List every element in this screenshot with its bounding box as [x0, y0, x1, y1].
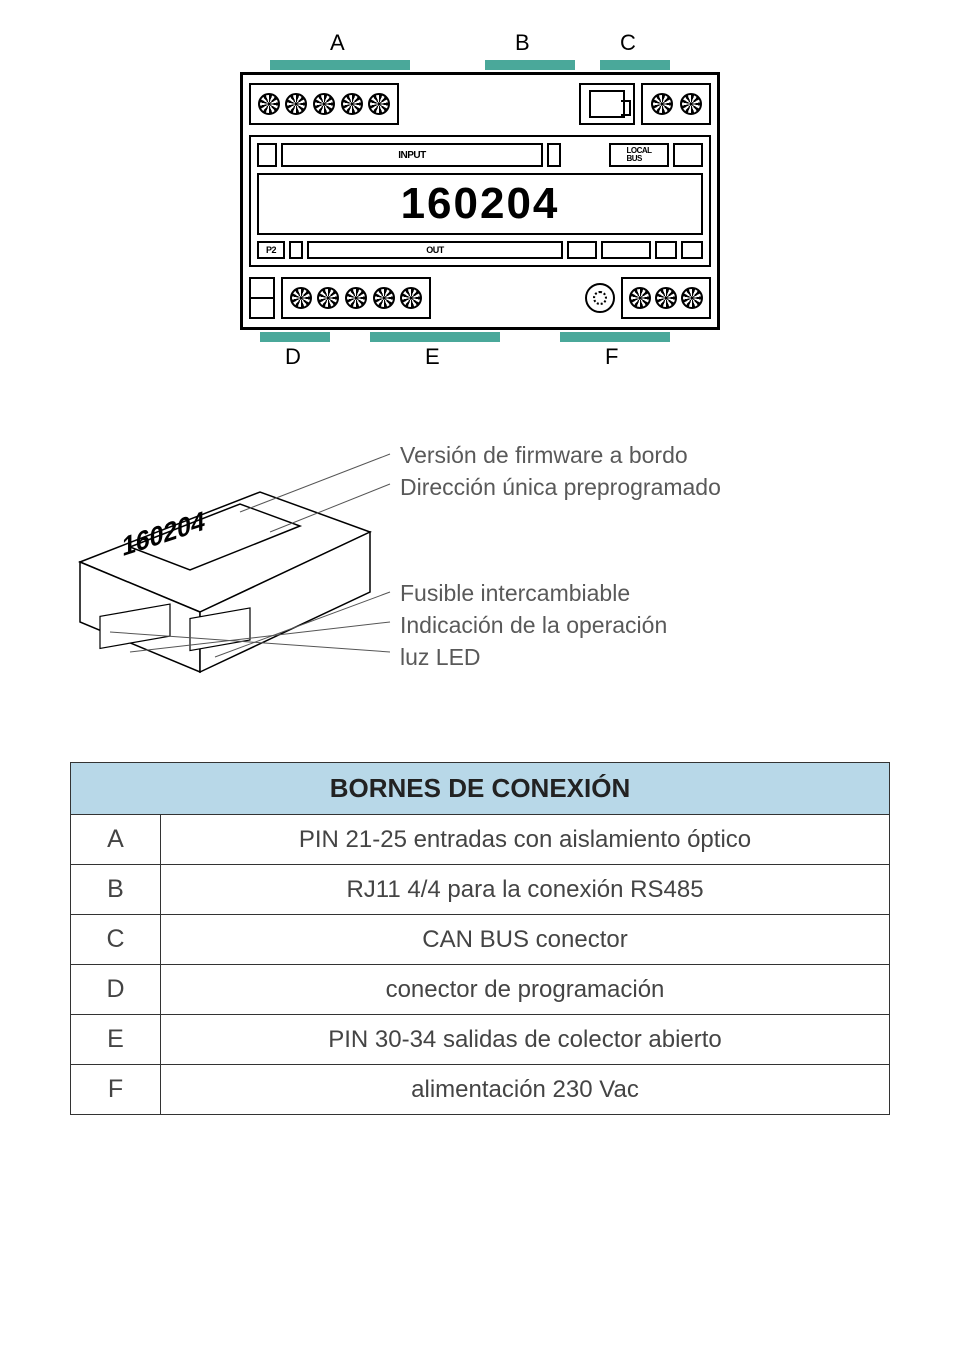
mid-panel-top-row: INPUT LOCAL BUS [257, 143, 703, 167]
indicator-box [257, 143, 277, 167]
connection-table: BORNES DE CONEXIÓN A PIN 21-25 entradas … [70, 762, 890, 1115]
device-front-diagram: A B C [240, 30, 720, 372]
screw-terminal-icon [258, 93, 280, 115]
table-key: F [71, 1065, 161, 1115]
table-key: E [71, 1015, 161, 1065]
accent-bar [260, 332, 330, 342]
table-title: BORNES DE CONEXIÓN [71, 763, 890, 815]
mid-panel-bottom-row: P2 OUT [257, 241, 703, 259]
callout-text: luz LED [400, 642, 481, 673]
table-row: E PIN 30-34 salidas de colector abierto [71, 1015, 890, 1065]
indicator-box [601, 241, 651, 259]
terminal-block-e [281, 277, 431, 319]
table-row: C CAN BUS conector [71, 915, 890, 965]
screw-terminal-icon [373, 287, 395, 309]
screw-terminal-icon [290, 287, 312, 309]
top-label-a: A [330, 30, 345, 56]
accent-bar [600, 60, 670, 70]
device-mid-panel: INPUT LOCAL BUS 160204 P2 OUT [249, 135, 711, 267]
fuse-inner-icon [593, 291, 607, 305]
local-bus-label-box: LOCAL BUS [609, 143, 669, 167]
bottom-label-e: E [425, 344, 440, 370]
bottom-label-f: F [605, 344, 618, 370]
device-body: INPUT LOCAL BUS 160204 P2 OUT [240, 72, 720, 330]
table-body: A PIN 21-25 entradas con aislamiento ópt… [71, 815, 890, 1115]
table-val: RJ11 4/4 para la conexión RS485 [161, 865, 890, 915]
bottom-terminal-row [249, 277, 711, 319]
screw-terminal-icon [400, 287, 422, 309]
table-key: C [71, 915, 161, 965]
screw-terminal-icon [681, 287, 703, 309]
callout-text: Indicación de la operación [400, 610, 667, 641]
accent-bar [560, 332, 670, 342]
rj11-icon [589, 90, 625, 118]
table-val: PIN 21-25 entradas con aislamiento óptic… [161, 815, 890, 865]
screw-terminal-icon [313, 93, 335, 115]
p2-label-box: P2 [257, 241, 285, 259]
fuse-holder-icon [585, 283, 615, 313]
callout-text: Dirección única preprogramado [400, 472, 721, 503]
accent-bar [485, 60, 575, 70]
terminal-block-a [249, 83, 399, 125]
device-display: 160204 [257, 173, 703, 235]
indicator-box [655, 241, 677, 259]
table-row: D conector de programación [71, 965, 890, 1015]
prog-connector-d [249, 277, 275, 319]
bottom-accent-bars [240, 332, 720, 342]
screw-terminal-icon [651, 93, 673, 115]
table-row: B RJ11 4/4 para la conexión RS485 [71, 865, 890, 915]
screw-terminal-icon [285, 93, 307, 115]
table-row: F alimentación 230 Vac [71, 1065, 890, 1115]
top-label-c: C [620, 30, 636, 56]
accent-bar [270, 60, 410, 70]
screw-terminal-icon [655, 287, 677, 309]
indicator-box [289, 241, 303, 259]
screw-terminal-icon [341, 93, 363, 115]
terminal-block-f [621, 277, 711, 319]
input-label-box: INPUT [281, 143, 543, 167]
device-3d-callouts: 160204 Versión de firmware a bordo Direc… [40, 422, 920, 722]
table-key: D [71, 965, 161, 1015]
out-label-box: OUT [307, 241, 563, 259]
table-val: PIN 30-34 salidas de colector abierto [161, 1015, 890, 1065]
accent-bar [370, 332, 500, 342]
top-terminal-row [249, 83, 711, 125]
table-row: A PIN 21-25 entradas con aislamiento ópt… [71, 815, 890, 865]
table-key: A [71, 815, 161, 865]
table-val: alimentación 230 Vac [161, 1065, 890, 1115]
terminal-block-c [641, 83, 711, 125]
table-key: B [71, 865, 161, 915]
indicator-box [567, 241, 597, 259]
table-val: CAN BUS conector [161, 915, 890, 965]
top-letter-row: A B C [240, 30, 720, 58]
rj11-connector-b [579, 83, 635, 125]
callout-text: Versión de firmware a bordo [400, 440, 688, 471]
page: A B C [0, 0, 960, 1145]
table-val: conector de programación [161, 965, 890, 1015]
callout-text: Fusible intercambiable [400, 578, 630, 609]
top-label-b: B [515, 30, 530, 56]
indicator-box [673, 143, 703, 167]
screw-terminal-icon [368, 93, 390, 115]
screw-terminal-icon [680, 93, 702, 115]
screw-terminal-icon [317, 287, 339, 309]
bottom-letter-row: D E F [240, 344, 720, 372]
screw-terminal-icon [345, 287, 367, 309]
indicator-box [681, 241, 703, 259]
bottom-label-d: D [285, 344, 301, 370]
top-accent-bars [240, 60, 720, 70]
screw-terminal-icon [629, 287, 651, 309]
indicator-box [547, 143, 561, 167]
